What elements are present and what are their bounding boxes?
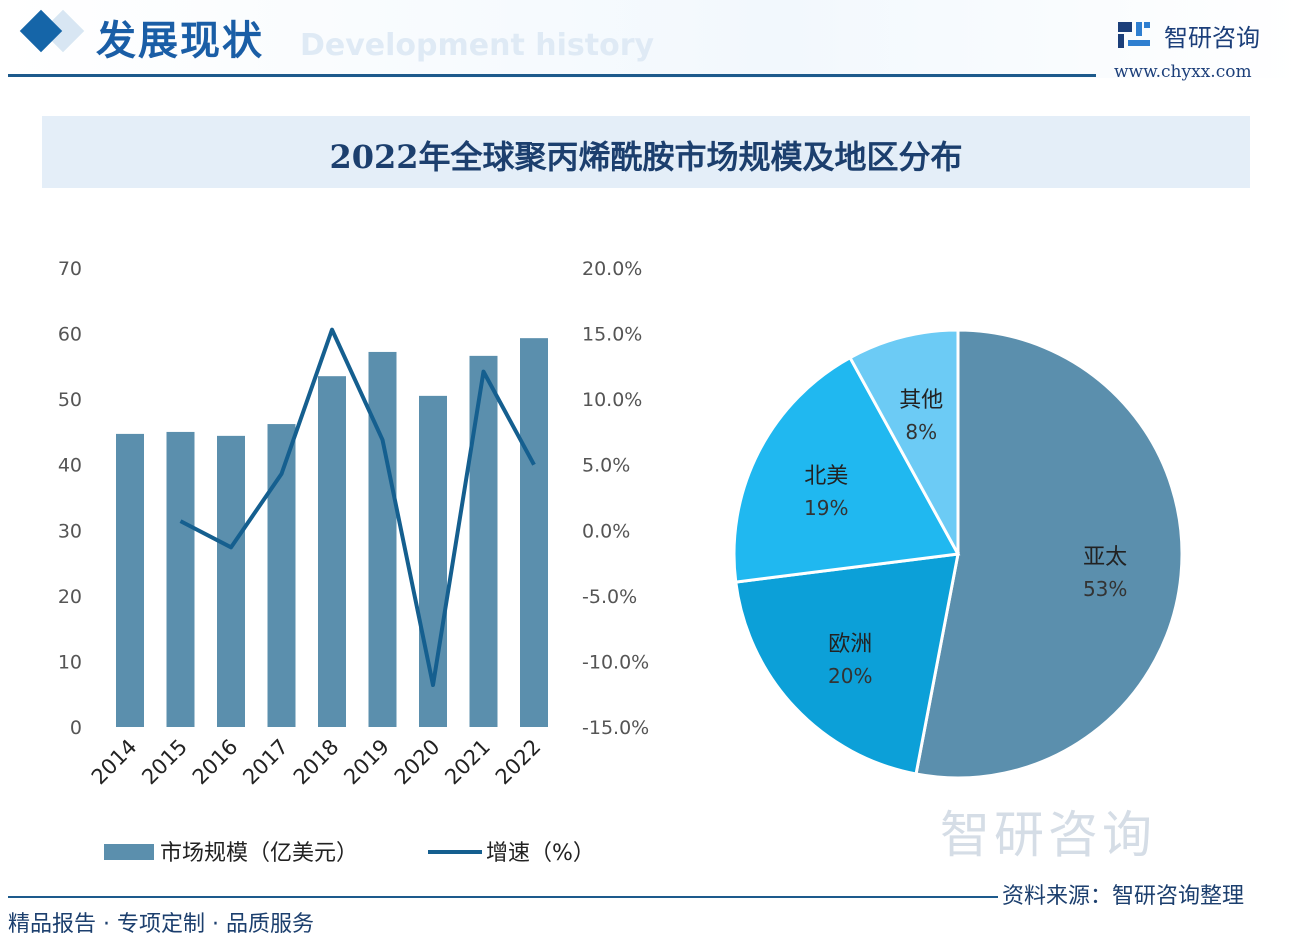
bar-2015 xyxy=(166,431,195,727)
chart-canvas: 0 10 20 30 40 50 60 70 -15.0% -10.0% -5.0% 0.0% 5.0%… xyxy=(58,258,1184,866)
right-tick-label: -15.0% xyxy=(582,717,649,739)
section-title: 发展现状 xyxy=(96,18,264,64)
pie-value-label: 53% xyxy=(1083,577,1127,601)
x-tick-label: 2018 xyxy=(289,735,344,790)
x-tick-label: 2017 xyxy=(238,735,293,790)
left-tick-label: 0 xyxy=(70,717,82,739)
x-tick-label: 2015 xyxy=(137,735,192,790)
title-band xyxy=(42,116,1250,188)
right-tick-label: 0.0% xyxy=(582,520,630,542)
right-tick-label: 5.0% xyxy=(582,455,630,477)
x-tick-label: 2020 xyxy=(390,735,445,790)
left-tick-label: 70 xyxy=(58,258,82,280)
bar-2014 xyxy=(116,433,144,727)
left-tick-label: 60 xyxy=(58,324,82,346)
left-tick-label: 30 xyxy=(58,520,82,542)
x-tick-label: 2016 xyxy=(188,735,243,790)
source-note: 资料来源：智研咨询整理 xyxy=(1002,884,1245,909)
x-tick-label: 2021 xyxy=(440,735,495,790)
pie-slice-亚太 xyxy=(914,328,1184,780)
bar-2021 xyxy=(469,355,498,727)
left-tick-label: 50 xyxy=(58,389,82,411)
chart-title: 2022年全球聚丙烯酰胺市场规模及地区分布 xyxy=(329,138,963,176)
pie-slice-其他 xyxy=(848,328,960,555)
bar-2016 xyxy=(217,435,245,727)
footer-slogan: 精品报告 · 专项定制 · 品质服务 xyxy=(8,912,314,937)
pie-label: 欧洲 xyxy=(828,632,872,657)
legend-bar-label: 市场规模（亿美元） xyxy=(160,841,358,866)
x-tick-label: 2014 xyxy=(87,735,142,790)
right-tick-label: 15.0% xyxy=(582,324,642,346)
right-tick-label: 20.0% xyxy=(582,258,642,280)
footer-divider xyxy=(8,896,998,898)
left-tick-label: 20 xyxy=(58,586,82,608)
pie-value-label: 19% xyxy=(804,496,848,520)
pie-label: 其他 xyxy=(899,388,943,413)
watermark: 智研咨询 xyxy=(940,806,1156,864)
right-tick-label: -10.0% xyxy=(582,651,649,673)
bar-2020 xyxy=(419,395,447,727)
brand-name: 智研咨询 xyxy=(1164,24,1260,52)
x-tick-label: 2019 xyxy=(339,735,394,790)
bar-2022 xyxy=(520,338,548,727)
left-tick-label: 10 xyxy=(58,651,82,673)
pie-value-label: 20% xyxy=(828,664,872,688)
brand-url: www.chyxx.com xyxy=(1114,62,1252,82)
left-tick-label: 40 xyxy=(58,455,82,477)
legend-bar-swatch xyxy=(104,844,154,860)
right-tick-label: -5.0% xyxy=(582,586,637,608)
header-divider xyxy=(8,74,1096,77)
right-tick-label: 10.0% xyxy=(582,389,642,411)
bar-2018 xyxy=(318,376,346,727)
header-band xyxy=(0,0,1302,78)
pie-value-label: 8% xyxy=(905,420,937,444)
pie-label: 北美 xyxy=(804,464,848,489)
x-tick-label: 2022 xyxy=(491,735,546,790)
pie-slice-欧洲 xyxy=(734,552,960,776)
legend-line-label: 增速（%） xyxy=(486,841,595,866)
brand-logo-icon xyxy=(1118,22,1150,48)
pie-label: 亚太 xyxy=(1083,545,1127,570)
pie-slice-北美 xyxy=(732,355,961,584)
section-subtitle: Development history xyxy=(300,28,655,63)
growth-line xyxy=(179,327,536,688)
bar-2019 xyxy=(368,351,397,727)
